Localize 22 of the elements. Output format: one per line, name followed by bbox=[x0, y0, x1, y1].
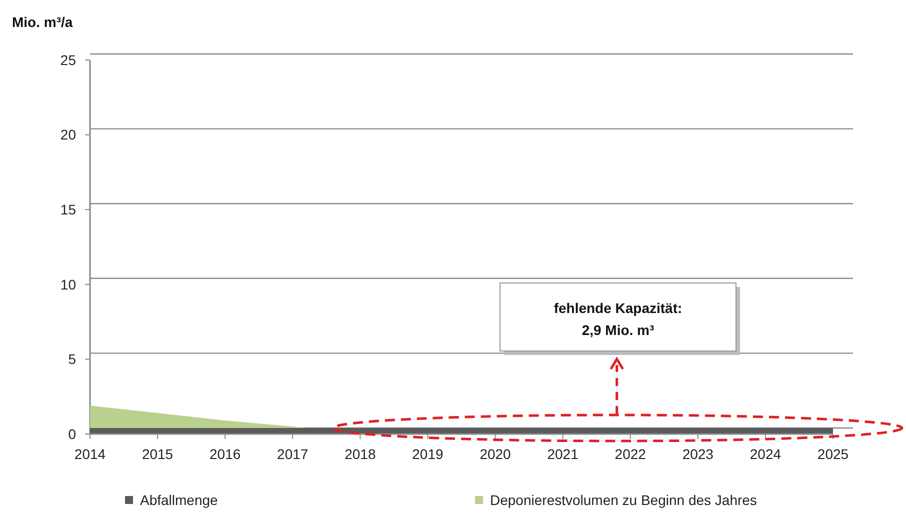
x-tick-label: 2014 bbox=[74, 446, 106, 462]
y-tick-label: 25 bbox=[60, 52, 76, 68]
y-tick-label: 0 bbox=[68, 426, 76, 442]
x-tick-label: 2018 bbox=[344, 446, 376, 462]
x-tick-label: 2015 bbox=[142, 446, 174, 462]
legend-label: Abfallmenge bbox=[140, 492, 218, 508]
x-tick-label: 2019 bbox=[412, 446, 444, 462]
y-tick-label: 10 bbox=[60, 276, 76, 292]
y-tick-label: 5 bbox=[68, 351, 76, 368]
annotation: fehlende Kapazität: 2,9 Mio. m³ bbox=[554, 300, 682, 338]
x-tick-label: 2017 bbox=[277, 446, 308, 462]
x-tick-label: 2021 bbox=[547, 446, 579, 462]
legend-label: Deponierestvolumen zu Beginn des Jahres bbox=[490, 492, 757, 508]
x-tick-label: 2016 bbox=[210, 446, 241, 462]
x-tick-label: 2022 bbox=[614, 446, 646, 462]
x-tick-label: 2023 bbox=[682, 446, 714, 462]
y-axis-title: Mio. m³/a bbox=[12, 14, 73, 30]
y-tick-label: 15 bbox=[60, 202, 76, 218]
x-tick-label: 2024 bbox=[750, 446, 782, 462]
x-tick-label: 2020 bbox=[480, 446, 512, 462]
x-tick-label: 2025 bbox=[817, 446, 849, 462]
y-tick-label: 20 bbox=[60, 126, 76, 143]
